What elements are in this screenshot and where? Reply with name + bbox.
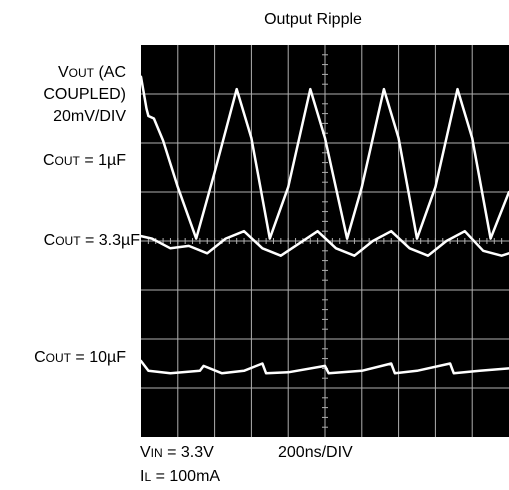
y-label-v: V xyxy=(57,64,69,81)
series-label-1uf-out: OUT xyxy=(54,154,80,168)
x-axis-label: 200ns/DIV xyxy=(278,444,353,461)
y-label-ac: (AC xyxy=(94,64,126,81)
series-label-10uf-val: = 10µF xyxy=(70,349,126,366)
trace-3-3uf xyxy=(139,229,509,257)
vin-label-in: IN xyxy=(150,446,163,460)
series-label-10uf-out: OUT xyxy=(45,351,71,365)
series-label-1uf-val: = 1µF xyxy=(79,152,126,169)
trace-1uf xyxy=(139,75,509,240)
vin-label: VIN = 3.3V xyxy=(140,445,214,461)
series-label-3-3uf-c: C xyxy=(43,232,56,249)
vin-label-v: V xyxy=(140,444,151,461)
y-label-line2: COUPLED) xyxy=(43,86,126,103)
vin-label-value: = 3.3V xyxy=(162,444,214,461)
chart-title: Output Ripple xyxy=(264,11,362,28)
series-label-3-3uf-out: OUT xyxy=(55,234,81,248)
trace-10uf xyxy=(139,359,509,375)
il-label-l: L xyxy=(144,470,152,484)
y-label-line3: 20mV/DIV xyxy=(53,108,126,125)
series-label-1uf: COUT = 1µF xyxy=(0,153,126,169)
series-label-1uf-c: C xyxy=(42,152,55,169)
series-label-10uf-c: C xyxy=(34,349,46,366)
il-label: IL = 100mA xyxy=(140,469,220,485)
y-label-out: OUT xyxy=(68,66,94,80)
series-label-10uf: COUT = 10µF xyxy=(0,350,126,366)
il-label-value: = 100mA xyxy=(151,468,221,485)
series-label-3-3uf: COUT = 3.3µF xyxy=(0,233,140,249)
il-label-i: I xyxy=(140,468,145,485)
y-label-line1: VOUT (AC xyxy=(0,65,126,81)
series-label-3-3uf-val: = 3.3µF xyxy=(80,232,140,249)
